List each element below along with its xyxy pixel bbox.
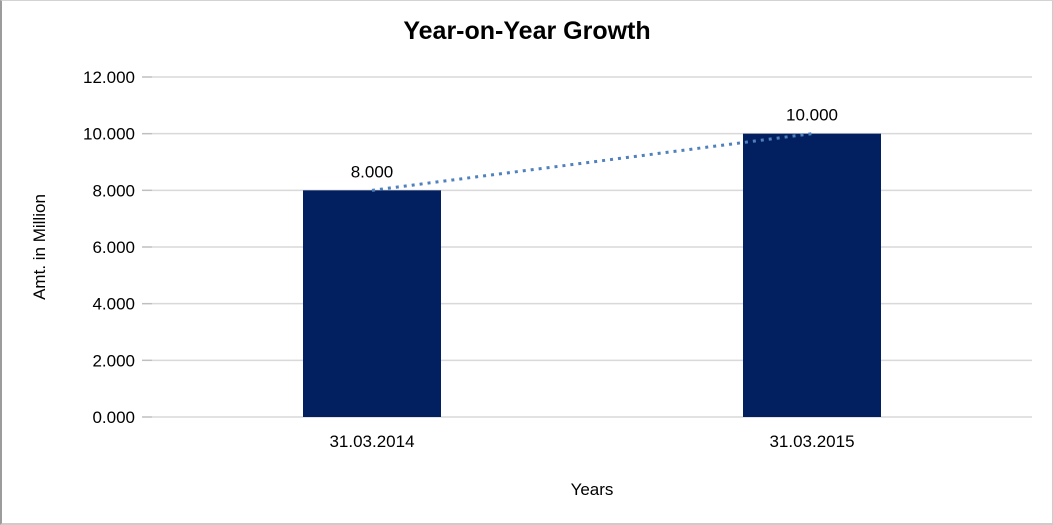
x-axis-title: Years xyxy=(570,480,614,499)
chart-title: Year-on-Year Growth xyxy=(403,17,651,45)
bar-data-label: 8.000 xyxy=(351,162,394,181)
x-category-label: 31.03.2014 xyxy=(329,432,414,451)
y-tick-label: 10.000 xyxy=(83,125,135,144)
bar xyxy=(303,190,441,417)
trendline xyxy=(371,132,813,192)
y-tick-label: 8.000 xyxy=(92,181,135,200)
bar xyxy=(743,133,881,417)
y-tick-label: 0.000 xyxy=(92,408,135,427)
bar-data-label: 10.000 xyxy=(786,106,838,125)
y-tick-label: 4.000 xyxy=(92,295,135,314)
y-tick-label: 2.000 xyxy=(92,351,135,370)
y-tick-label: 12.000 xyxy=(83,68,135,87)
y-tick-label: 6.000 xyxy=(92,238,135,257)
x-category-label: 31.03.2015 xyxy=(769,432,854,451)
